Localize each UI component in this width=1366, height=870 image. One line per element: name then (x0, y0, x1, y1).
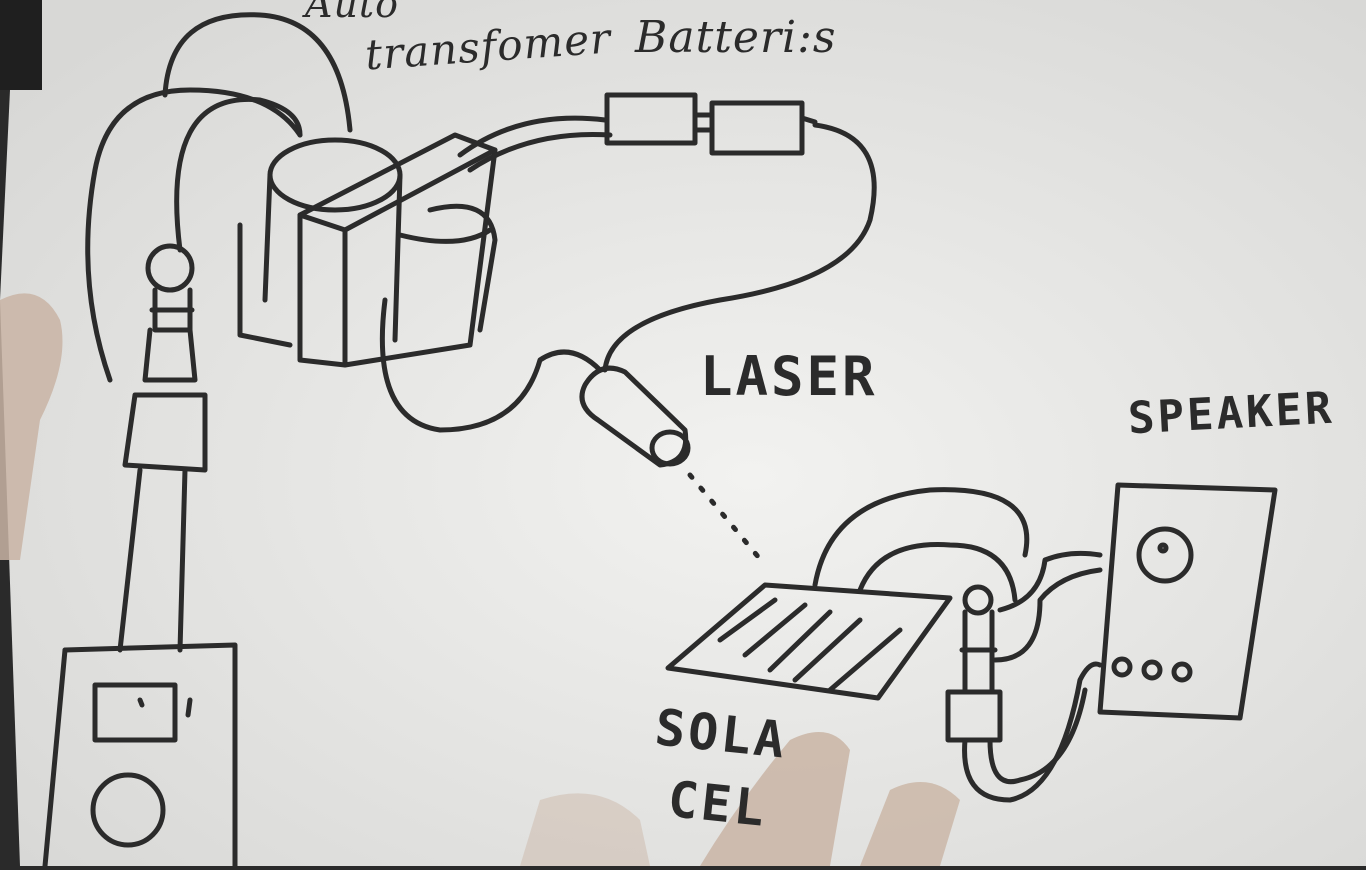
palm-shadow (520, 793, 650, 866)
audio-jack-left (117, 243, 208, 653)
label-solar-line2: CEL (665, 769, 771, 839)
wire-transformer-jack-2 (174, 96, 303, 253)
laser-beam (687, 472, 768, 568)
left-hand (0, 293, 63, 560)
wire-transformer-battery (457, 115, 608, 158)
wire-transformer-battery-2 (467, 131, 613, 173)
speaker (1097, 482, 1278, 721)
label-batteries: Batteri:s (635, 12, 837, 63)
wire-battery-laser (602, 122, 877, 373)
laser (579, 365, 691, 468)
wire-jack-speaker-2 (992, 567, 1103, 663)
dark-corner (0, 0, 42, 90)
music-player (42, 642, 238, 869)
pointing-finger (700, 732, 850, 866)
solar-cell (665, 582, 953, 701)
auto-transformer (237, 132, 498, 368)
hands (0, 293, 960, 866)
label-speaker: SPEAKER (1126, 382, 1336, 445)
label-auto-transformer-line1: Auto (305, 0, 400, 26)
wire-solar-speaker-1 (812, 487, 1030, 588)
wire-transformer-laser (379, 297, 603, 433)
second-finger (860, 782, 960, 866)
label-laser: LASER (700, 345, 878, 408)
wire-transformer-loop (162, 12, 353, 133)
wire-solar-speaker-2 (857, 542, 1018, 603)
audio-jack-right (945, 584, 1103, 803)
wire-jack-speaker (997, 550, 1103, 613)
